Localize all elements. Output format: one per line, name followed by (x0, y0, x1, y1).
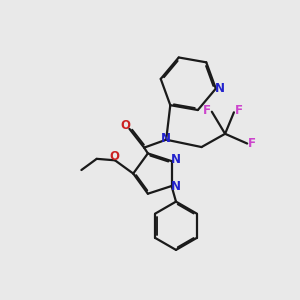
Text: F: F (248, 137, 256, 150)
Text: O: O (110, 150, 119, 163)
Text: F: F (235, 104, 243, 117)
Text: N: N (161, 132, 171, 145)
Text: N: N (171, 153, 181, 166)
Text: F: F (203, 104, 211, 117)
Text: O: O (121, 119, 131, 132)
Text: N: N (170, 180, 180, 194)
Text: N: N (215, 82, 225, 95)
